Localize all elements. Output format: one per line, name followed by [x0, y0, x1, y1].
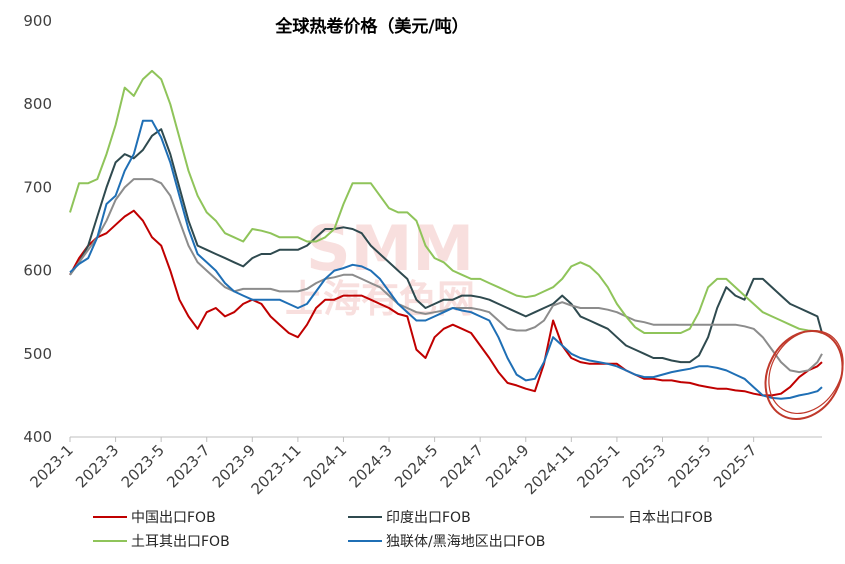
x-tick-label: 2023-11 — [248, 441, 305, 498]
legend-label: 印度出口FOB — [386, 510, 471, 526]
y-tick-label: 600 — [23, 262, 52, 280]
series-line-3 — [69, 69, 823, 334]
legend-label: 土耳其出口FOB — [131, 534, 230, 550]
y-tick-label: 400 — [23, 428, 52, 446]
y-tick-label: 800 — [23, 95, 52, 113]
x-tick-label: 2024-1 — [300, 441, 350, 491]
x-tick-label: 2025-1 — [573, 441, 623, 491]
x-tick-label: 2024-11 — [521, 441, 578, 498]
x-tick-label: 2024-5 — [391, 441, 441, 491]
x-tick-label: 2025-3 — [619, 441, 669, 491]
y-tick-label: 700 — [23, 178, 52, 196]
series-line-1 — [69, 128, 823, 364]
series-group — [69, 69, 823, 400]
highlight-ellipse — [764, 330, 844, 420]
series-line-4 — [69, 119, 823, 400]
watermark-logo: SMM — [306, 212, 474, 285]
x-tick-label: 2023-7 — [163, 441, 213, 491]
highlight-ellipse-inner — [768, 329, 844, 415]
series-line-0 — [69, 209, 823, 397]
x-tick-label: 2023-1 — [27, 441, 77, 491]
y-axis-ticks: 400 500 600 700 800 900 — [23, 12, 52, 446]
y-tick-label: 500 — [23, 345, 52, 363]
legend-label: 中国出口FOB — [131, 510, 216, 526]
x-axis-ticks: 2023-12023-32023-52023-72023-92023-11202… — [27, 437, 760, 498]
x-tick-label: 2025-7 — [710, 441, 760, 491]
x-tick-label: 2024-3 — [346, 441, 396, 491]
x-tick-label: 2023-3 — [72, 441, 122, 491]
y-tick-label: 900 — [23, 12, 52, 30]
legend-label: 独联体/黑海地区出口FOB — [386, 534, 545, 550]
legend: 中国出口FOB 印度出口FOB 日本出口FOB 土耳其出口FOB 独联体/黑海地区出口F… — [93, 510, 713, 550]
x-tick-label: 2024-7 — [437, 441, 487, 491]
legend-label: 日本出口FOB — [628, 510, 713, 526]
chart-title: 全球热卷价格（美元/吨） — [274, 16, 468, 37]
x-tick-label: 2025-5 — [665, 441, 715, 491]
x-tick-label: 2023-5 — [118, 441, 168, 491]
